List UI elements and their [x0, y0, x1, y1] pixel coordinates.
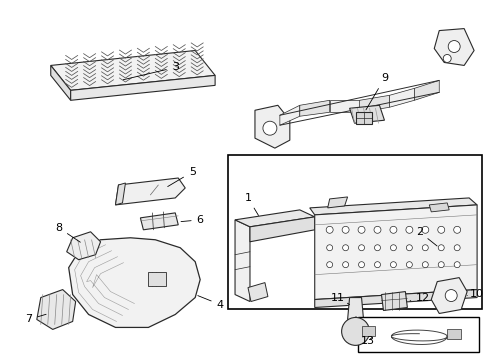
Circle shape: [422, 245, 427, 251]
Circle shape: [342, 226, 348, 233]
Circle shape: [326, 262, 332, 268]
Bar: [227, 155, 481, 310]
Polygon shape: [279, 105, 299, 125]
Text: 13: 13: [360, 336, 374, 346]
Circle shape: [263, 121, 276, 135]
Circle shape: [421, 226, 428, 233]
Polygon shape: [381, 292, 407, 310]
Polygon shape: [247, 283, 267, 302]
Circle shape: [358, 245, 364, 251]
Circle shape: [374, 245, 380, 251]
Polygon shape: [413, 80, 438, 100]
Circle shape: [389, 262, 396, 268]
Bar: [361, 327, 375, 336]
Bar: [447, 329, 460, 339]
Circle shape: [444, 289, 456, 302]
Polygon shape: [68, 238, 200, 328]
Polygon shape: [433, 28, 473, 66]
Circle shape: [437, 226, 444, 233]
Polygon shape: [115, 183, 125, 205]
Circle shape: [326, 245, 332, 251]
Text: 7: 7: [25, 314, 46, 324]
Circle shape: [357, 226, 364, 233]
Polygon shape: [51, 50, 215, 90]
Circle shape: [437, 245, 443, 251]
Circle shape: [422, 262, 427, 268]
Polygon shape: [140, 213, 178, 230]
Circle shape: [406, 245, 411, 251]
Polygon shape: [37, 289, 76, 329]
Polygon shape: [66, 232, 101, 260]
Polygon shape: [235, 220, 249, 302]
Circle shape: [325, 226, 332, 233]
Circle shape: [374, 262, 380, 268]
Text: 11: 11: [330, 293, 349, 305]
Circle shape: [342, 245, 348, 251]
Circle shape: [442, 54, 450, 62]
Circle shape: [405, 226, 412, 233]
Circle shape: [406, 262, 411, 268]
Circle shape: [373, 226, 380, 233]
Circle shape: [437, 262, 443, 268]
Circle shape: [342, 262, 348, 268]
Polygon shape: [51, 66, 71, 100]
Polygon shape: [359, 95, 388, 112]
Polygon shape: [347, 298, 363, 319]
Polygon shape: [299, 100, 329, 116]
Text: 5: 5: [167, 167, 195, 186]
Circle shape: [389, 226, 396, 233]
Circle shape: [389, 245, 396, 251]
Text: 12: 12: [409, 293, 429, 302]
Text: 1: 1: [244, 193, 258, 216]
Polygon shape: [329, 100, 359, 112]
Circle shape: [453, 262, 459, 268]
Bar: [357, 318, 478, 352]
Polygon shape: [327, 197, 347, 208]
Polygon shape: [388, 88, 413, 107]
Text: 8: 8: [55, 223, 80, 242]
Text: 4: 4: [197, 296, 223, 310]
Polygon shape: [235, 210, 314, 227]
Text: 2: 2: [415, 227, 436, 246]
Polygon shape: [249, 217, 314, 242]
Polygon shape: [314, 289, 476, 307]
Polygon shape: [309, 198, 476, 215]
Text: 10: 10: [466, 289, 483, 298]
Polygon shape: [349, 105, 384, 123]
Circle shape: [358, 262, 364, 268]
Circle shape: [453, 245, 459, 251]
Text: 6: 6: [181, 215, 203, 225]
Circle shape: [447, 41, 459, 53]
Polygon shape: [254, 105, 289, 148]
Circle shape: [453, 226, 460, 233]
Polygon shape: [428, 203, 448, 212]
Bar: [148, 272, 166, 285]
Text: 3: 3: [123, 62, 179, 80]
Polygon shape: [71, 75, 215, 100]
Bar: [355, 112, 371, 124]
Polygon shape: [115, 178, 185, 205]
Polygon shape: [314, 205, 476, 300]
Text: 9: 9: [365, 73, 387, 110]
Polygon shape: [430, 278, 466, 314]
Circle shape: [341, 318, 369, 345]
